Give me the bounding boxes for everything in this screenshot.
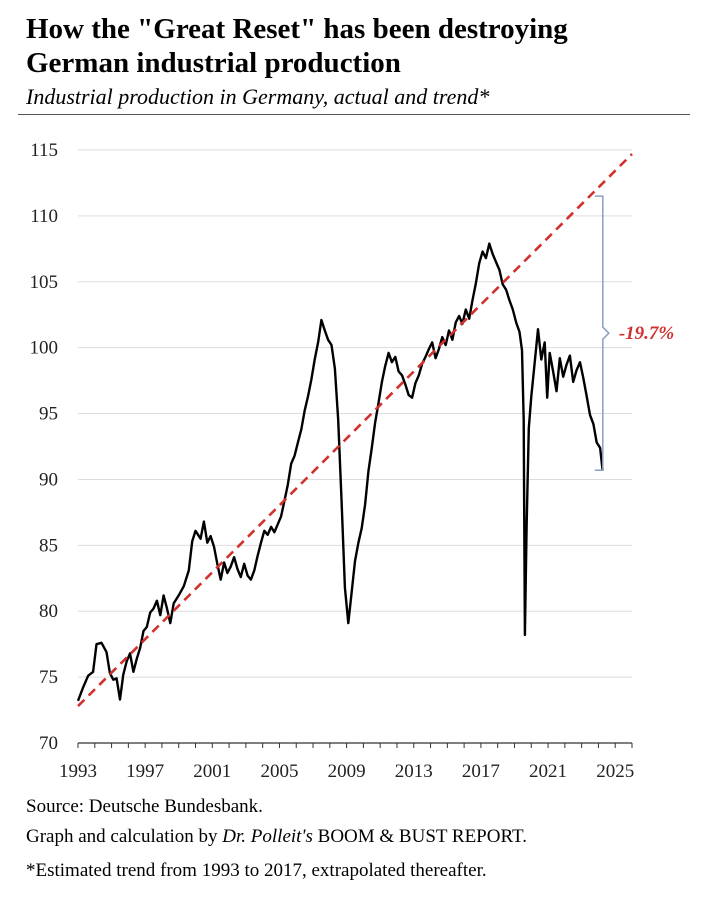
title-line-1: How the "Great Reset" has been destroyin… — [26, 13, 568, 45]
line-chart: 70 75 80 85 90 95 100 105 110 115 1993 1997 2001 200… — [30, 140, 675, 782]
credit-author: Dr. Polleit's — [222, 826, 313, 847]
y-axis-ticks: 70 75 80 85 90 95 100 105 110 115 — [30, 140, 59, 754]
header-divider — [18, 114, 690, 115]
y-tick-label-105: 105 — [30, 272, 59, 293]
x-axis: 1993 1997 2001 2005 2009 2013 2017 2021 2025 — [59, 742, 634, 782]
credit-prefix: Graph and calculation by — [26, 826, 223, 847]
credit-suffix: BOOM & BUST REPORT. — [312, 826, 527, 847]
annotation-group: -19.7% — [594, 195, 674, 471]
y-tick-label-115: 115 — [30, 140, 58, 161]
trend-line — [77, 153, 633, 708]
title-line-2: German industrial production — [26, 47, 401, 79]
footer-source: Source: Deutsche Bundesbank. — [26, 796, 263, 817]
x-tick-label-2005: 2005 — [260, 761, 298, 782]
y-tick-label-100: 100 — [30, 338, 59, 359]
x-tick-label-2021: 2021 — [529, 761, 567, 782]
x-tick-label-2001: 2001 — [193, 761, 231, 782]
y-tick-label-75: 75 — [39, 667, 58, 688]
chart-title: How the "Great Reset" has been destroyin… — [26, 12, 686, 80]
y-tick-label-95: 95 — [39, 404, 58, 425]
actual-line — [76, 242, 604, 702]
annotation-label: -19.7% — [619, 323, 674, 344]
x-tick-label-2017: 2017 — [462, 761, 500, 782]
y-tick-label-90: 90 — [39, 469, 58, 490]
x-tick-label-2009: 2009 — [328, 761, 366, 782]
chart-subtitle: Industrial production in Germany, actual… — [26, 84, 490, 109]
x-tick-label-1997: 1997 — [126, 761, 164, 782]
footer-note: *Estimated trend from 1993 to 2017, extr… — [26, 860, 487, 881]
y-tick-label-110: 110 — [30, 206, 58, 227]
x-tick-label-2025: 2025 — [596, 761, 634, 782]
y-tick-label-85: 85 — [39, 535, 58, 556]
y-tick-label-70: 70 — [39, 733, 58, 754]
x-tick-label-2013: 2013 — [395, 761, 433, 782]
grid-lines — [78, 149, 632, 678]
annotation-bracket — [594, 195, 610, 471]
x-tick-label-1993: 1993 — [59, 761, 97, 782]
series-group — [76, 153, 633, 708]
footer-credit: Graph and calculation by Dr. Polleit's B… — [26, 826, 527, 848]
y-tick-label-80: 80 — [39, 601, 58, 622]
